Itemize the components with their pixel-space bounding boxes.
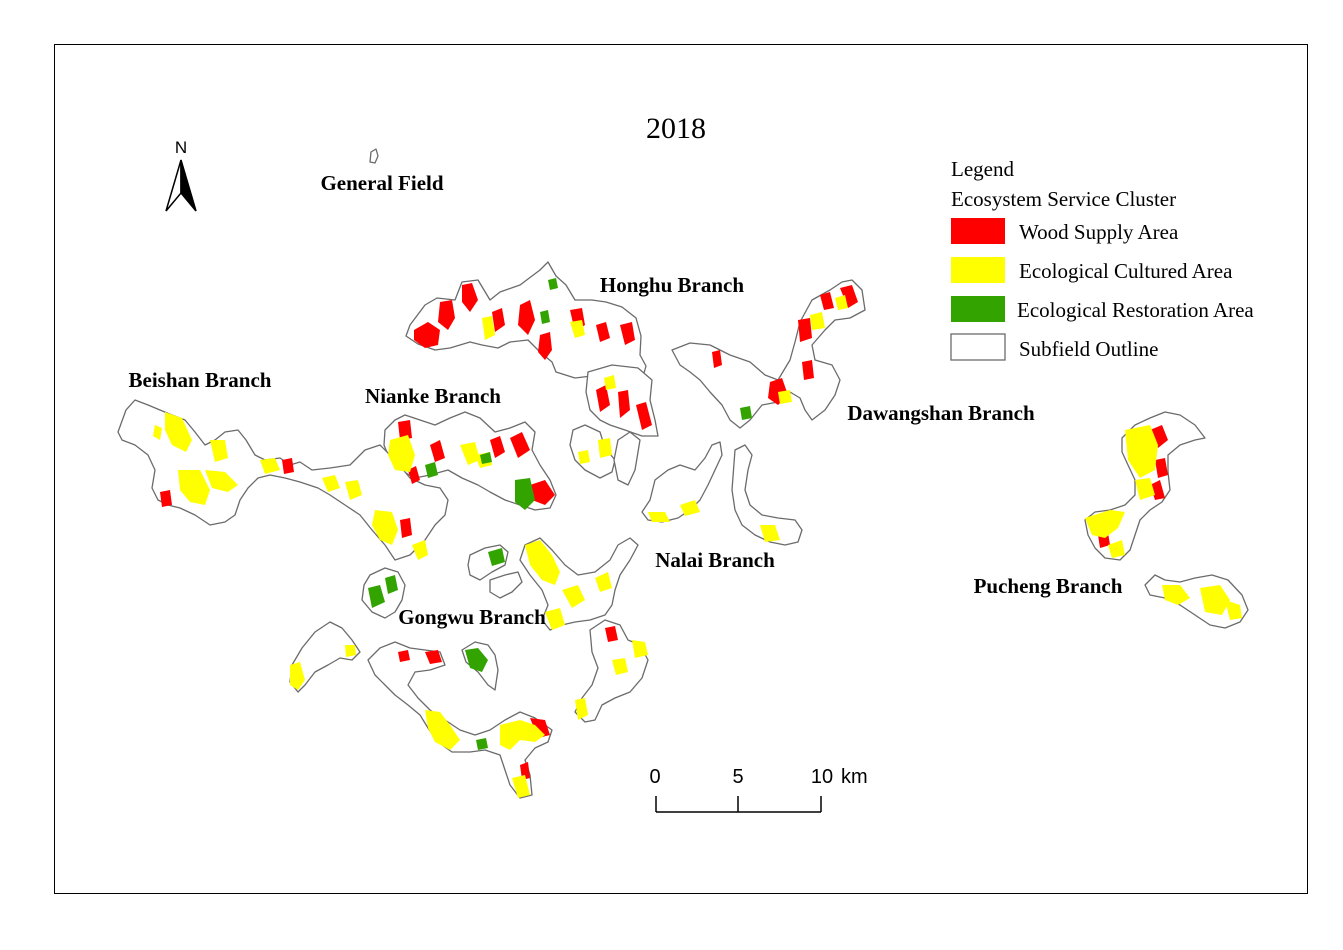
branch-label-pucheng: Pucheng Branch [974,574,1123,598]
beishan-outline [117,399,449,561]
branch-label-nianke: Nianke Branch [365,384,501,408]
subfield-outlines [117,148,1249,799]
gongwu-west-outline [289,621,361,693]
map-title: 2018 [646,112,706,145]
north-arrow-right-half [180,159,197,212]
branch-label-beishan: Beishan Branch [129,368,272,392]
scale-unit-label: km [841,766,868,788]
legend-swatch-wood-supply [951,218,1005,244]
nalai-long-arm-outline [731,444,803,546]
legend-label-ecological-cultured: Ecological Cultured Area [1019,259,1233,283]
nalai-east-outline [641,441,723,523]
north-arrow-left-half [165,159,182,212]
branch-label-general-field: General Field [320,171,443,195]
scale-tick-label-10: 10 [811,766,833,788]
branch-label-gongwu: Gongwu Branch [398,605,546,629]
wood-supply-patches [160,283,1168,780]
scale-tick-label-5: 5 [732,766,743,788]
general-field-outline [369,148,379,164]
legend-swatch-subfield-outline [950,333,1006,361]
center-block-outline [569,424,616,479]
center-block-2-outline [613,431,641,486]
legend-label-subfield-outline: Subfield Outline [1019,337,1158,361]
legend: Legend Ecosystem Service Cluster Wood Su… [950,157,1254,361]
ecological-restoration-patches [368,278,752,750]
dawangshan-outline [671,279,866,429]
scale-bar: 0 5 10 km [649,766,868,813]
branch-label-dawangshan: Dawangshan Branch [847,401,1035,425]
legend-swatch-ecological-cultured [951,257,1005,283]
ecological-cultured-patches [153,295,1242,798]
scale-tick-label-0: 0 [649,766,660,788]
service-patches [153,278,1242,798]
legend-heading: Legend [951,157,1014,181]
pucheng-south-outline [1144,574,1249,629]
north-arrow: N [165,138,197,212]
legend-label-ecological-restoration: Ecological Restoration Area [1017,298,1254,322]
branch-label-honghu: Honghu Branch [600,273,744,297]
branch-label-nalai: Nalai Branch [655,548,775,572]
legend-swatch-ecological-restoration [951,296,1005,322]
legend-subheading: Ecosystem Service Cluster [951,187,1176,211]
branch-labels: General Field Honghu Branch Beishan Bran… [129,171,1123,629]
north-arrow-label: N [175,138,187,157]
southeast-piece-outline [574,619,649,723]
legend-label-wood-supply: Wood Supply Area [1019,220,1179,244]
small-piece-2-outline [489,571,523,599]
